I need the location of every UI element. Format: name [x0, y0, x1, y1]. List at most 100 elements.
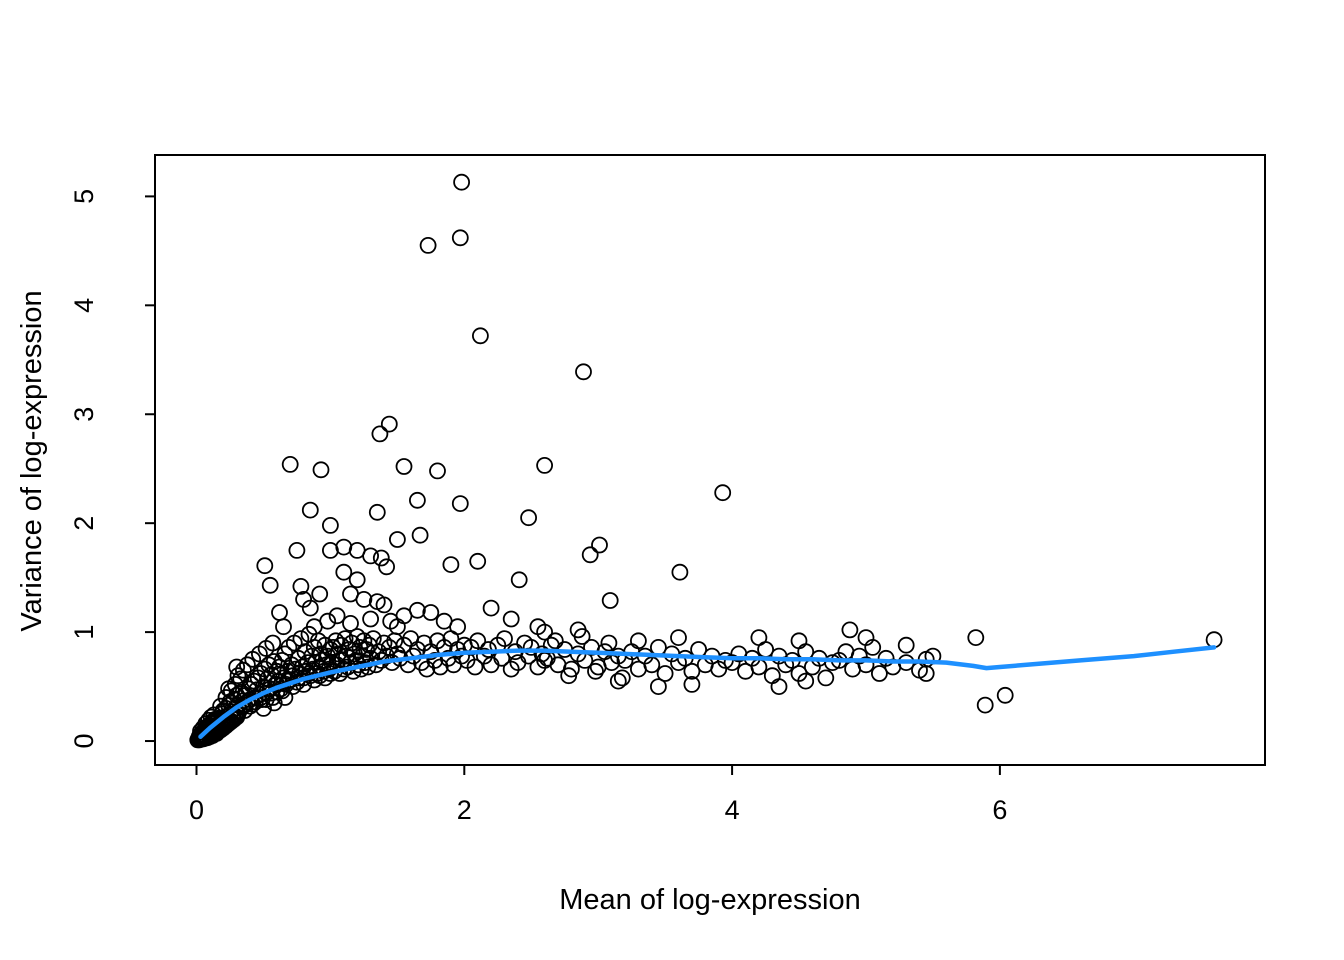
data-point	[246, 689, 264, 706]
data-point	[502, 610, 520, 628]
data-point	[683, 676, 701, 693]
y-axis-tick-label: 2	[69, 516, 99, 531]
data-point	[1205, 631, 1223, 649]
data-point	[871, 665, 888, 682]
data-point	[422, 604, 440, 621]
data-point	[560, 667, 578, 685]
data-point	[408, 491, 426, 509]
data-point	[857, 629, 875, 646]
data-point	[276, 689, 294, 706]
data-point	[510, 571, 528, 589]
data-point	[265, 694, 283, 712]
data-point	[312, 461, 330, 479]
data-point	[321, 517, 339, 534]
data-point	[790, 632, 808, 650]
data-point	[368, 503, 386, 521]
data-point	[372, 549, 390, 567]
data-point	[643, 656, 661, 674]
data-point	[321, 641, 339, 658]
data-point	[600, 634, 618, 652]
data-point	[714, 484, 732, 502]
data-point	[212, 697, 230, 715]
data-point	[546, 632, 564, 650]
data-point	[536, 456, 553, 474]
y-axis-title: Variance of log-expression	[16, 290, 48, 632]
data-point	[797, 672, 815, 690]
trend-line	[198, 645, 1217, 739]
data-point	[996, 686, 1014, 704]
data-point	[371, 425, 389, 443]
data-point	[613, 669, 631, 687]
data-point	[601, 592, 619, 609]
data-point	[569, 621, 587, 639]
y-axis-tick-label: 4	[69, 298, 99, 313]
data-point	[763, 667, 781, 685]
data-point	[301, 599, 319, 617]
data-point	[370, 643, 388, 661]
plot-border	[154, 154, 1266, 766]
data-point	[264, 634, 282, 652]
data-point	[228, 658, 246, 676]
data-point	[750, 629, 768, 646]
data-point	[442, 556, 460, 573]
data-point	[280, 639, 298, 656]
data-point	[261, 576, 279, 594]
data-point	[841, 621, 859, 639]
data-point	[342, 615, 359, 632]
data-point	[255, 700, 272, 717]
data-point	[256, 557, 274, 575]
data-point	[281, 455, 299, 473]
data-point	[529, 618, 547, 636]
data-point	[362, 610, 380, 628]
data-point	[271, 604, 288, 621]
x-axis-tick-label: 4	[725, 795, 740, 825]
data-point	[419, 236, 437, 254]
data-point	[305, 618, 323, 636]
data-point	[967, 629, 985, 646]
data-point	[288, 542, 306, 559]
data-point	[378, 558, 396, 576]
data-point	[411, 526, 429, 544]
x-axis-title: Mean of log-expression	[559, 884, 861, 916]
data-point	[683, 662, 701, 680]
data-point	[857, 656, 875, 674]
data-point	[591, 536, 608, 554]
data-point	[238, 656, 256, 674]
data-point	[770, 678, 788, 695]
x-axis-tick-label: 6	[992, 795, 1007, 825]
data-point	[292, 578, 310, 595]
data-point	[451, 229, 469, 247]
data-point	[451, 495, 469, 513]
y-axis-tick-label: 1	[69, 625, 99, 640]
data-point	[327, 632, 345, 650]
y-axis-tick-label: 5	[69, 189, 99, 204]
data-point	[362, 547, 380, 565]
data-point	[671, 563, 689, 581]
data-point	[220, 680, 238, 698]
data-point	[375, 634, 393, 652]
data-point	[453, 647, 471, 665]
data-point	[355, 591, 373, 608]
data-point	[316, 636, 334, 654]
data-point	[453, 173, 471, 191]
data-point	[587, 662, 604, 680]
data-point	[311, 585, 329, 603]
data-point	[917, 665, 935, 682]
data-point	[466, 658, 484, 676]
data-point	[976, 696, 994, 714]
data-point	[229, 667, 247, 685]
data-point	[375, 596, 393, 614]
data-point	[469, 552, 487, 570]
data-point	[469, 632, 487, 650]
data-point	[301, 501, 319, 519]
data-point	[482, 599, 500, 617]
data-point	[355, 632, 373, 650]
data-point	[575, 363, 592, 381]
data-point	[395, 458, 413, 475]
data-point	[429, 462, 446, 480]
data-point	[496, 630, 513, 647]
data-point	[609, 672, 627, 690]
data-point	[328, 607, 346, 625]
data-point	[670, 629, 687, 646]
